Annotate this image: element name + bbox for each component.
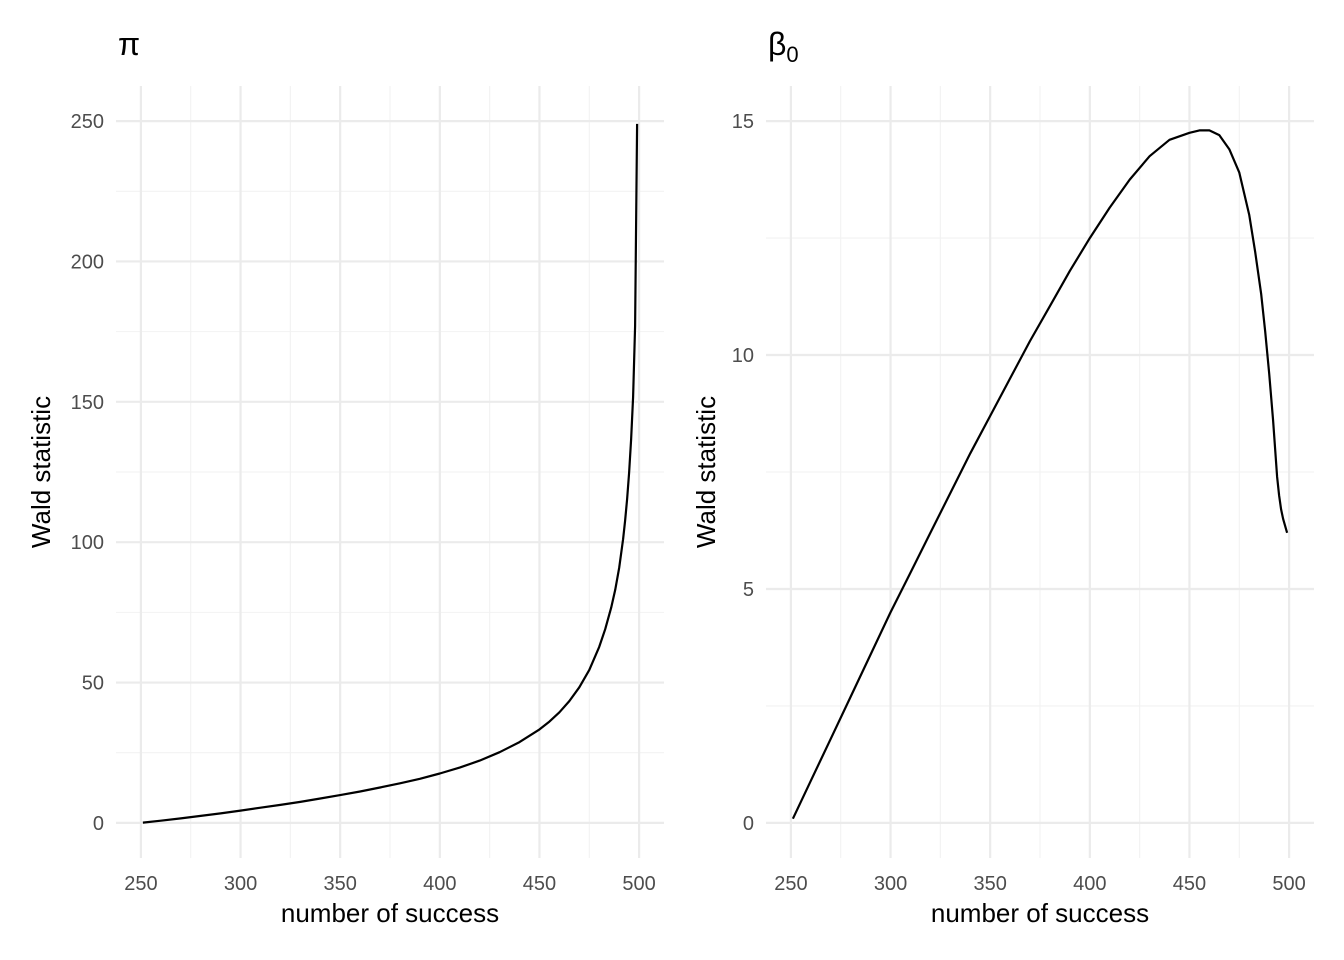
y-tick-label: 5 — [743, 579, 754, 601]
x-tick-label: 450 — [1173, 873, 1206, 895]
x-tick-label: 500 — [622, 873, 655, 895]
y-axis-title: Wald statistic — [26, 396, 56, 548]
series-line — [142, 123, 639, 824]
x-tick-label: 250 — [124, 873, 157, 895]
x-tick-label: 450 — [523, 873, 556, 895]
y-tick-label: 0 — [743, 813, 754, 835]
y-tick-label: 10 — [732, 345, 754, 367]
panel-title: π — [118, 26, 140, 62]
chart-panel-beta0: 250 300 350 400 450 500 0 5 10 15 number of succes… — [691, 26, 1314, 928]
y-axis-title: Wald statistic — [691, 396, 721, 548]
x-tick-label: 350 — [323, 873, 356, 895]
series-line — [791, 129, 1289, 820]
y-tick-label: 150 — [71, 392, 104, 414]
x-axis-title: number of success — [281, 898, 499, 928]
x-tick-label: 350 — [973, 873, 1006, 895]
y-tick-label: 0 — [93, 813, 104, 835]
panel-title-subscript: 0 — [786, 42, 798, 67]
y-tick-label: 15 — [732, 111, 754, 133]
y-tick-label: 100 — [71, 532, 104, 554]
x-tick-label: 500 — [1272, 873, 1305, 895]
x-axis-title: number of success — [931, 898, 1149, 928]
y-tick-label: 50 — [82, 673, 104, 695]
panel-title: β0 — [768, 26, 799, 67]
y-tick-label: 200 — [71, 251, 104, 273]
x-tick-label: 250 — [774, 873, 807, 895]
x-tick-label: 300 — [224, 873, 257, 895]
y-tick-label: 250 — [71, 111, 104, 133]
chart-panel-pi: 250 300 350 400 450 500 0 50 100 150 200 250 number … — [26, 26, 664, 928]
x-tick-label: 400 — [423, 873, 456, 895]
x-tick-label: 300 — [874, 873, 907, 895]
x-tick-label: 400 — [1073, 873, 1106, 895]
